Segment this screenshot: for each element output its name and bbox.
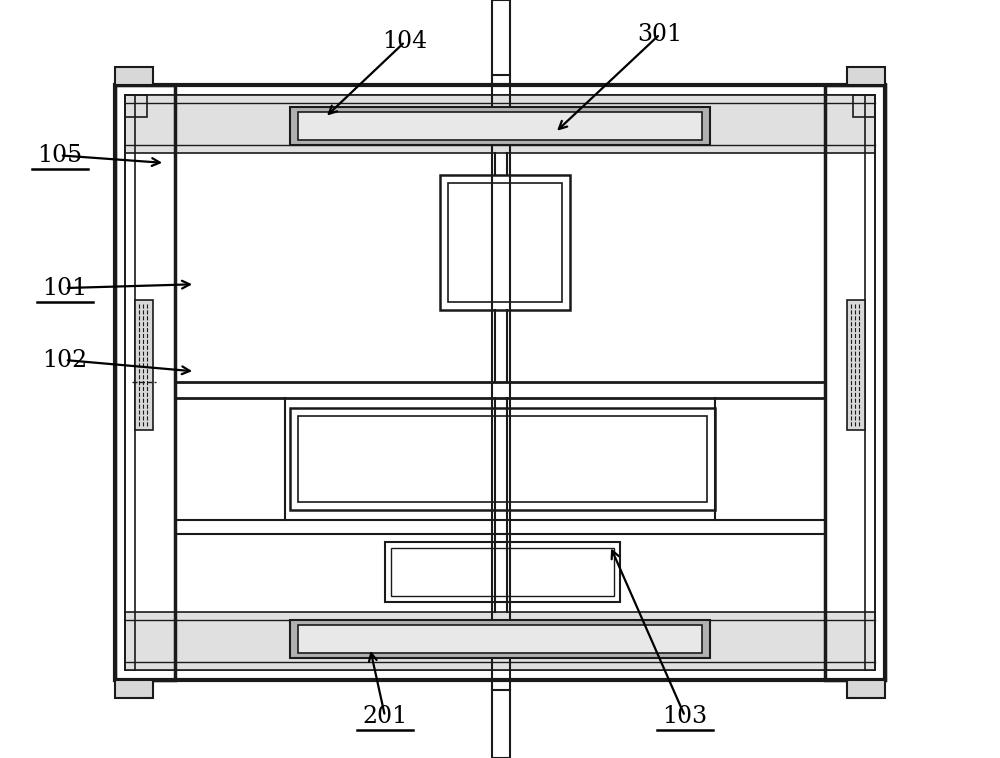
Bar (290, 107, 710, 145)
Bar (847, 680, 885, 698)
Text: 103: 103 (662, 705, 708, 728)
Bar (853, 95, 875, 117)
Bar (298, 416, 707, 502)
Text: 102: 102 (42, 349, 88, 371)
Text: 201: 201 (362, 705, 408, 728)
Bar (492, 0, 510, 75)
Bar (847, 300, 865, 430)
Bar (290, 620, 710, 658)
Bar (125, 95, 875, 153)
Bar (115, 85, 885, 680)
Bar (298, 625, 702, 653)
Bar (135, 300, 153, 430)
Bar (448, 183, 562, 302)
Bar (115, 680, 153, 698)
Bar (847, 67, 885, 85)
Bar (440, 175, 570, 310)
Bar (115, 67, 153, 85)
Bar (125, 612, 875, 670)
Text: 104: 104 (382, 30, 428, 53)
Bar (825, 85, 885, 680)
Bar (298, 112, 702, 140)
Bar (125, 95, 147, 117)
Bar (391, 548, 614, 596)
Text: 101: 101 (42, 277, 88, 299)
Bar (385, 542, 620, 602)
Text: 301: 301 (637, 23, 683, 45)
Bar (115, 85, 175, 680)
Text: 105: 105 (37, 144, 83, 167)
Bar (290, 408, 715, 510)
Bar (125, 95, 875, 670)
Bar (492, 690, 510, 758)
